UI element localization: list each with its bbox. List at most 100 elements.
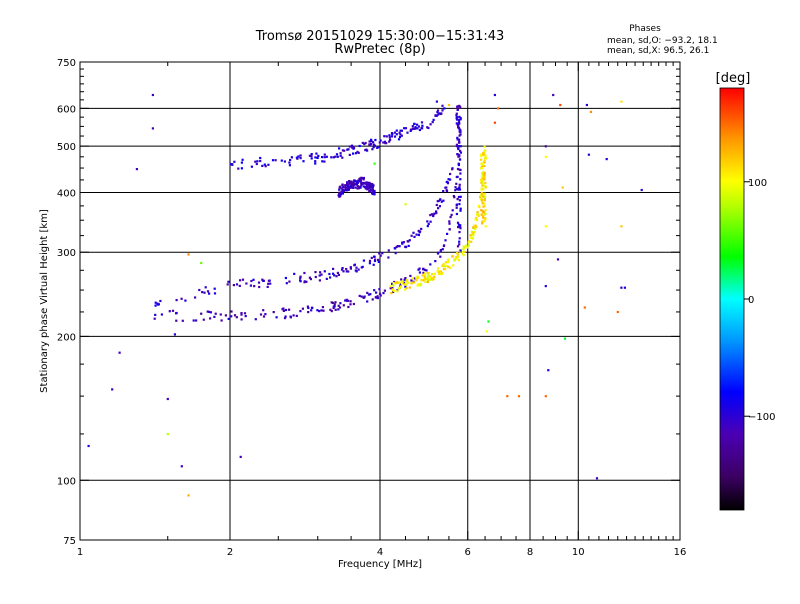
trace-point bbox=[240, 318, 243, 321]
colorbar-tick-label: −100 bbox=[748, 412, 775, 423]
trace-point bbox=[299, 276, 302, 279]
x-tick-label: 8 bbox=[527, 547, 533, 558]
scatter-point bbox=[173, 333, 176, 336]
trace-point bbox=[459, 172, 462, 175]
scatter-point bbox=[544, 145, 547, 148]
trace-point bbox=[337, 308, 340, 311]
trace-point bbox=[411, 277, 414, 280]
trace-point bbox=[405, 280, 408, 283]
trace-point bbox=[424, 280, 427, 284]
trace-point bbox=[442, 268, 446, 271]
trace-point bbox=[329, 276, 332, 279]
trace-point bbox=[413, 277, 416, 280]
trace-point bbox=[431, 278, 434, 281]
chart-subtitle: RwPretec (8p) bbox=[334, 42, 425, 57]
trace-point bbox=[367, 183, 370, 186]
trace-point bbox=[348, 153, 351, 156]
trace-point bbox=[484, 186, 487, 189]
scatter-point bbox=[563, 337, 567, 340]
trace-point bbox=[354, 183, 357, 186]
trace-point bbox=[416, 123, 419, 126]
trace-point bbox=[454, 186, 457, 189]
trace-point bbox=[271, 159, 275, 162]
x-tick-labels: 1 2 4 6 8 10 16 bbox=[77, 547, 687, 558]
trace-point bbox=[394, 247, 397, 250]
trace-point bbox=[455, 114, 458, 117]
trace-point bbox=[474, 224, 477, 227]
trace-point bbox=[366, 188, 369, 191]
trace-point bbox=[426, 126, 429, 129]
trace-point bbox=[398, 281, 401, 285]
trace-point bbox=[480, 209, 483, 212]
trace-point bbox=[418, 271, 421, 274]
trace-point bbox=[366, 149, 369, 152]
trace-point bbox=[371, 189, 375, 192]
trace-point bbox=[435, 114, 438, 117]
trace-point bbox=[484, 225, 487, 228]
trace-point bbox=[467, 244, 470, 247]
trace-point bbox=[356, 187, 359, 190]
trace-point bbox=[423, 275, 426, 278]
trace-point bbox=[371, 148, 374, 151]
trace-point bbox=[366, 291, 369, 294]
trace-point bbox=[479, 194, 482, 197]
scatter-point bbox=[587, 153, 590, 156]
trace-point bbox=[338, 186, 341, 189]
trace-point bbox=[237, 167, 240, 170]
trace-point bbox=[334, 155, 337, 158]
trace-point bbox=[351, 184, 354, 187]
trace-point bbox=[483, 145, 486, 148]
scatter-point bbox=[485, 330, 488, 333]
trace-point bbox=[240, 161, 243, 164]
trace-point bbox=[340, 268, 344, 271]
trace-point bbox=[325, 277, 328, 280]
trace-point bbox=[341, 156, 344, 159]
trace-point bbox=[422, 279, 425, 282]
trace-point bbox=[366, 186, 369, 189]
trace-point bbox=[337, 304, 340, 307]
scatter-point bbox=[623, 286, 626, 289]
trace-point bbox=[447, 178, 450, 181]
trace-point bbox=[250, 279, 253, 283]
trace-point bbox=[398, 131, 401, 134]
y-tick-label: 600 bbox=[57, 104, 76, 115]
trace-point bbox=[447, 261, 450, 264]
trace-point bbox=[457, 195, 460, 199]
trace-point bbox=[377, 258, 380, 261]
trace-point bbox=[330, 156, 333, 159]
trace-point bbox=[253, 285, 256, 288]
trace-point bbox=[381, 252, 384, 255]
trace-point bbox=[354, 186, 357, 189]
trace-point bbox=[441, 271, 444, 274]
trace-point bbox=[371, 187, 374, 190]
x-tick-label: 16 bbox=[674, 547, 687, 558]
trace-point bbox=[382, 292, 385, 295]
trace-point bbox=[437, 199, 440, 202]
trace-point bbox=[297, 155, 300, 158]
scatter-point bbox=[135, 168, 138, 171]
trace-point bbox=[455, 206, 458, 209]
trace-point bbox=[339, 194, 342, 197]
trace-point bbox=[457, 162, 460, 165]
trace-point bbox=[354, 152, 358, 155]
trace-point bbox=[175, 319, 178, 322]
trace-point bbox=[459, 151, 462, 154]
trace-point bbox=[398, 286, 401, 289]
trace-point bbox=[482, 153, 485, 156]
trace-point bbox=[456, 123, 459, 127]
trace-point bbox=[458, 168, 461, 171]
trace-point bbox=[368, 259, 372, 262]
trace-point bbox=[458, 122, 461, 125]
trace-point bbox=[348, 145, 351, 148]
trace-point bbox=[332, 156, 335, 159]
trace-point bbox=[184, 299, 187, 302]
trace-point bbox=[416, 284, 419, 287]
trace-point bbox=[406, 279, 409, 282]
trace-point bbox=[371, 192, 374, 195]
trace-point bbox=[341, 183, 344, 186]
trace-point bbox=[281, 308, 284, 311]
trace-point bbox=[410, 234, 413, 237]
scatter-point bbox=[87, 444, 90, 448]
trace-point bbox=[458, 134, 461, 137]
trace-point bbox=[445, 189, 448, 192]
